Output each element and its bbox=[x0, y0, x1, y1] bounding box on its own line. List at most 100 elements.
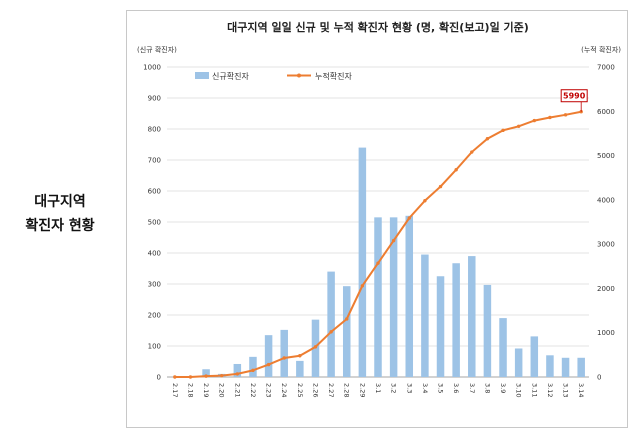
bar bbox=[514, 348, 523, 377]
right-tick-label: 7000 bbox=[597, 64, 615, 72]
right-tick-label: 6000 bbox=[597, 108, 615, 116]
line-point bbox=[329, 330, 333, 334]
x-tick-label: 2.28 bbox=[343, 383, 351, 397]
right-axis-unit: (누적 확진자) bbox=[581, 45, 621, 54]
x-tick-label: 3.1 bbox=[374, 383, 382, 393]
line-point bbox=[313, 345, 318, 349]
bar bbox=[405, 215, 414, 377]
right-tick-label: 5000 bbox=[597, 152, 615, 160]
line-point bbox=[345, 317, 349, 321]
line-point bbox=[548, 115, 552, 120]
bar bbox=[233, 363, 242, 377]
left-tick-label: 800 bbox=[148, 126, 161, 134]
annotation-box bbox=[560, 89, 588, 103]
right-tick-label: 3000 bbox=[597, 241, 615, 249]
x-tick-label: 3.8 bbox=[483, 383, 491, 393]
x-tick-label: 3.14 bbox=[577, 383, 585, 397]
legend-label-line: 누적확진자 bbox=[315, 71, 352, 81]
line-point bbox=[438, 184, 443, 189]
side-title-line-1: 대구지역 bbox=[34, 194, 86, 210]
x-tick-label: 3.12 bbox=[546, 383, 554, 397]
line-series bbox=[173, 110, 583, 379]
bar bbox=[530, 336, 539, 377]
line-point bbox=[454, 168, 458, 172]
line-point bbox=[235, 372, 240, 376]
chart-title: 대구지역 일일 신규 및 누적 확진자 현황 (명, 확진(보고)일 기준) bbox=[227, 20, 529, 34]
left-tick-label: 400 bbox=[148, 250, 161, 258]
left-tick-label: 500 bbox=[148, 219, 161, 227]
x-tick-label: 2.25 bbox=[296, 383, 304, 397]
left-axis-ticks: 0 100 200 300 400 500 600 700 800 900 1000 bbox=[143, 64, 161, 382]
x-tick-label: 2.20 bbox=[218, 383, 226, 397]
left-tick-label: 900 bbox=[148, 95, 161, 103]
line-point bbox=[485, 137, 490, 141]
bar bbox=[499, 318, 507, 377]
bar bbox=[436, 276, 445, 377]
line-point bbox=[532, 118, 536, 123]
x-tick-label: 3.4 bbox=[421, 383, 429, 393]
legend-label-bar: 신규확진자 bbox=[212, 71, 249, 81]
left-axis-unit: (신규 확진자) bbox=[137, 45, 177, 54]
bar bbox=[264, 335, 273, 377]
x-tick-label: 2.27 bbox=[327, 383, 335, 397]
x-axis-ticks: 2.17 2.18 2.19 2.20 2.21 2.22 2.23 2.24 2.25 2.26… bbox=[171, 383, 585, 397]
bar bbox=[577, 357, 585, 377]
line-point bbox=[376, 261, 380, 265]
x-tick-label: 3.6 bbox=[452, 383, 460, 393]
bar bbox=[249, 356, 257, 377]
right-tick-label: 4000 bbox=[597, 196, 615, 204]
left-tick-label: 300 bbox=[148, 281, 161, 289]
bar bbox=[358, 147, 367, 377]
x-tick-label: 2.18 bbox=[186, 383, 194, 397]
x-tick-label: 2.26 bbox=[311, 383, 319, 397]
bar bbox=[327, 271, 335, 377]
legend: 신규확진자 누적확진자 bbox=[195, 71, 352, 81]
side-title-line-2: 확진자 현황 bbox=[25, 218, 95, 234]
bar bbox=[561, 357, 570, 377]
x-tick-label: 3.7 bbox=[468, 383, 476, 393]
bar-series bbox=[202, 147, 585, 377]
chart-frame: 대구지역 일일 신규 및 누적 확진자 현황 (명, 확진(보고)일 기준) (… bbox=[126, 10, 628, 428]
line-point bbox=[470, 150, 474, 154]
line-point bbox=[204, 374, 208, 378]
x-tick-label: 3.5 bbox=[437, 383, 445, 393]
x-tick-label: 3.2 bbox=[390, 383, 398, 393]
left-tick-label: 100 bbox=[148, 343, 161, 351]
line-point bbox=[423, 199, 427, 203]
left-tick-label: 1000 bbox=[143, 64, 161, 72]
line-point bbox=[266, 362, 271, 367]
line-point bbox=[173, 375, 177, 379]
x-tick-label: 2.21 bbox=[233, 383, 241, 397]
bar bbox=[202, 369, 210, 377]
bar bbox=[452, 263, 460, 377]
x-tick-label: 3.11 bbox=[530, 383, 538, 397]
bar bbox=[374, 217, 382, 377]
right-tick-label: 0 bbox=[597, 374, 601, 382]
line-point bbox=[360, 284, 365, 288]
line-point bbox=[407, 216, 411, 220]
legend-swatch-marker bbox=[297, 73, 301, 78]
legend-swatch-bar bbox=[195, 72, 209, 79]
x-tick-label: 3.10 bbox=[515, 383, 523, 397]
left-tick-label: 600 bbox=[148, 188, 161, 196]
bar bbox=[468, 256, 476, 377]
line-point bbox=[579, 110, 583, 114]
right-tick-label: 1000 bbox=[597, 329, 615, 337]
line-point bbox=[298, 354, 302, 358]
right-axis-ticks: 0 1000 2000 3000 4000 5000 6000 7000 bbox=[597, 64, 615, 382]
line-point bbox=[188, 375, 193, 379]
x-tick-label: 3.3 bbox=[405, 383, 413, 393]
bar bbox=[421, 254, 429, 377]
x-tick-label: 2.19 bbox=[202, 383, 210, 397]
final-value-annotation: 5990 bbox=[560, 89, 588, 112]
x-tick-label: 2.24 bbox=[280, 383, 288, 397]
line-point bbox=[220, 373, 224, 378]
line-point bbox=[501, 128, 505, 133]
line-point bbox=[516, 124, 521, 129]
side-title: 대구지역 확진자 현황 bbox=[0, 190, 120, 238]
left-tick-label: 0 bbox=[157, 374, 161, 382]
bar bbox=[483, 284, 492, 377]
left-tick-label: 200 bbox=[148, 312, 161, 320]
x-tick-label: 2.23 bbox=[265, 383, 273, 397]
x-tick-label: 2.17 bbox=[171, 383, 179, 397]
